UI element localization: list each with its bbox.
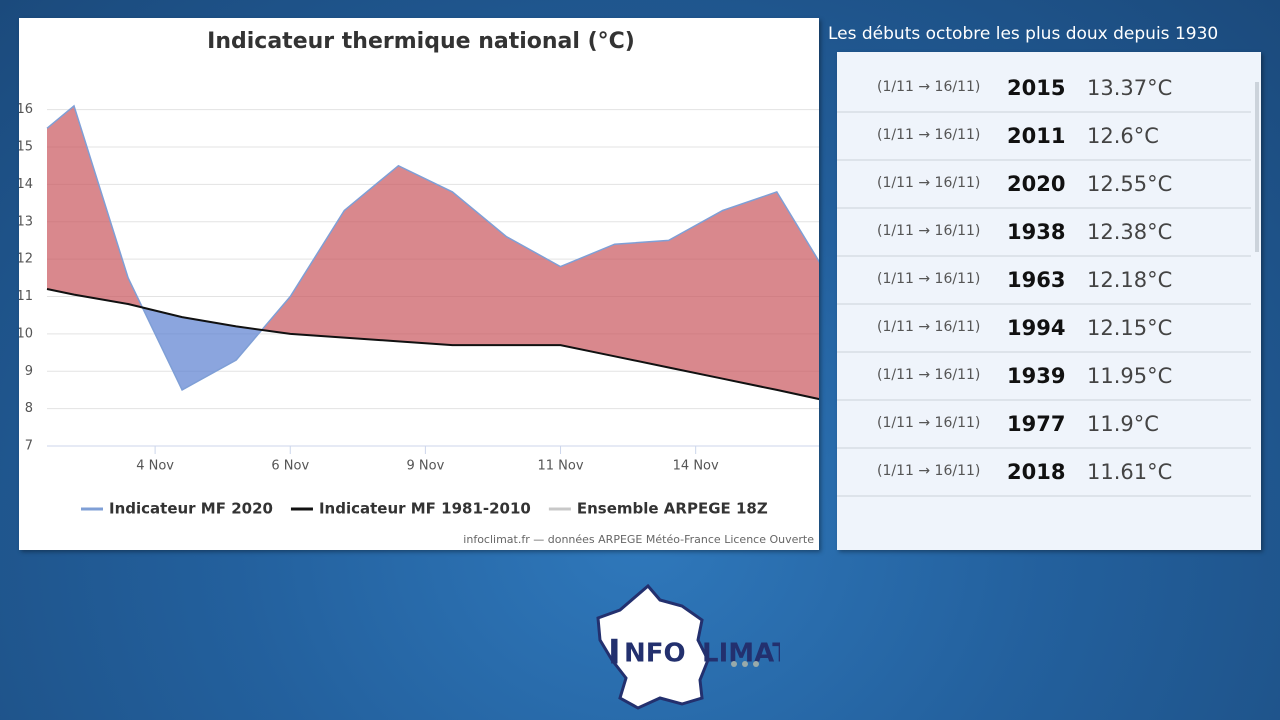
series-line xyxy=(46,288,821,401)
temperature: 12.6°C xyxy=(1087,124,1159,148)
table-row: (1/11 → 16/11) 2018 11.61°C xyxy=(837,448,1251,497)
logo-dot xyxy=(731,661,737,667)
legend-label: Indicateur MF 2020 xyxy=(109,500,273,518)
chart-title: Indicateur thermique national (°C) xyxy=(207,29,635,54)
y-tick-label: 15 xyxy=(19,140,33,155)
period: (1/11 → 16/11) xyxy=(877,223,981,239)
period: (1/11 → 16/11) xyxy=(877,175,981,191)
period: (1/11 → 16/11) xyxy=(877,127,981,143)
logo-right: LIMAT xyxy=(702,639,780,669)
y-tick-label: 9 xyxy=(25,364,33,379)
x-tick-label: 14 Nov xyxy=(673,459,719,474)
table-row: (1/11 → 16/11) 2015 13.37°C xyxy=(837,64,1251,113)
table-title: Les débuts octobre les plus doux depuis … xyxy=(828,24,1219,44)
year: 1938 xyxy=(1007,220,1066,244)
year: 1994 xyxy=(1007,316,1066,340)
x-tick-label: 4 Nov xyxy=(136,459,174,474)
logo-dot xyxy=(753,661,759,667)
table-row: (1/11 → 16/11) 2020 12.55°C xyxy=(837,160,1251,209)
period: (1/11 → 16/11) xyxy=(877,367,981,383)
table-row: (1/11 → 16/11) 1994 12.15°C xyxy=(837,304,1251,353)
year: 2011 xyxy=(1007,124,1066,148)
x-tick-label: 9 Nov xyxy=(407,459,445,474)
y-tick-label: 14 xyxy=(19,177,33,192)
y-tick-label: 10 xyxy=(19,326,33,341)
table-row: (1/11 → 16/11) 2011 12.6°C xyxy=(837,112,1251,161)
year: 1963 xyxy=(1007,268,1066,292)
y-tick-label: 13 xyxy=(19,214,33,229)
temperature: 12.18°C xyxy=(1087,268,1173,292)
table-row: (1/11 → 16/11) 1977 11.9°C xyxy=(837,400,1251,449)
chart: Indicateur thermique national (°C) infoc… xyxy=(16,29,821,546)
logo: I NFO LIMAT xyxy=(596,583,780,710)
year: 2020 xyxy=(1007,172,1066,196)
legend-label: Ensemble ARPEGE 18Z xyxy=(577,500,768,518)
table-row: (1/11 → 16/11) 1939 11.95°C xyxy=(837,352,1251,401)
area-above xyxy=(47,105,820,400)
logo-dot xyxy=(742,661,748,667)
y-tick-label: 12 xyxy=(19,252,33,267)
scrollbar xyxy=(1255,82,1259,252)
table-row: (1/11 → 16/11) 1938 12.38°C xyxy=(837,208,1251,257)
temperature: 12.38°C xyxy=(1087,220,1173,244)
year: 2018 xyxy=(1007,460,1066,484)
y-tick-label: 11 xyxy=(19,289,33,304)
period: (1/11 → 16/11) xyxy=(877,79,981,95)
table: (1/11 → 16/11) 2015 13.37°C (1/11 → 16/11) 2… xyxy=(837,52,1261,550)
temperature: 11.61°C xyxy=(1087,460,1173,484)
series-line xyxy=(46,104,821,391)
y-tick-label: 8 xyxy=(25,401,33,416)
x-tick-label: 6 Nov xyxy=(271,459,309,474)
y-tick-label: 7 xyxy=(25,439,33,454)
logo-left: NFO xyxy=(624,639,686,669)
chart-panel: Indicateur thermique national (°C) infoc… xyxy=(16,18,821,550)
period: (1/11 → 16/11) xyxy=(877,271,981,287)
x-tick-label: 11 Nov xyxy=(538,459,584,474)
year: 1939 xyxy=(1007,364,1066,388)
temperature: 11.9°C xyxy=(1087,412,1159,436)
period: (1/11 → 16/11) xyxy=(877,319,981,335)
period: (1/11 → 16/11) xyxy=(877,415,981,431)
logo-i: I xyxy=(608,633,621,673)
temperature: 12.15°C xyxy=(1087,316,1173,340)
temperature: 11.95°C xyxy=(1087,364,1173,388)
table-row: (1/11 → 16/11) 1963 12.18°C xyxy=(837,256,1251,305)
temperature: 13.37°C xyxy=(1087,76,1173,100)
legend-label: Indicateur MF 1981-2010 xyxy=(319,500,531,518)
credit: infoclimat.fr — données ARPEGE Météo-Fra… xyxy=(463,533,814,546)
y-tick-label: 16 xyxy=(19,102,33,117)
year: 1977 xyxy=(1007,412,1066,436)
temperature: 12.55°C xyxy=(1087,172,1173,196)
year: 2015 xyxy=(1007,76,1066,100)
logo-map xyxy=(596,583,710,710)
period: (1/11 → 16/11) xyxy=(877,463,981,479)
